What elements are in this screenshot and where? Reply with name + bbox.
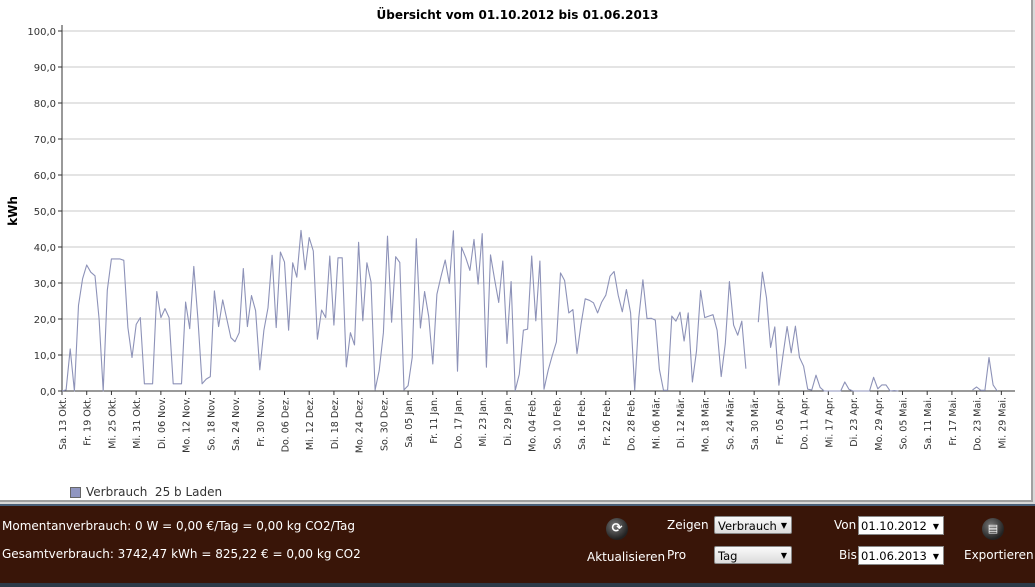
x-tick-label: So. 18 Nov. bbox=[206, 397, 217, 451]
series-line-verbrauch bbox=[61, 229, 998, 392]
x-tick-label: Mo. 29 Apr. bbox=[874, 397, 885, 451]
y-tick-label: 20,0 bbox=[34, 315, 56, 326]
x-tick-label: Mi. 29 Mai. bbox=[997, 397, 1008, 449]
chevron-down-icon: ▼ bbox=[780, 551, 787, 560]
line-chart: 0,0 10,0 20,0 30,0 40,0 50,0 60,0 70,0 80,0 90,0 1… bbox=[27, 25, 1015, 453]
bis-label: Bis bbox=[839, 548, 857, 562]
x-tick-label: Sa. 30 Mär. bbox=[750, 397, 761, 450]
x-tick-label: Fr. 22 Feb. bbox=[602, 397, 613, 446]
y-tick-label: 0,0 bbox=[40, 387, 56, 398]
pro-select[interactable]: Tag ▼ bbox=[714, 546, 792, 564]
total-consumption-text: Gesamtverbrauch: 3742,47 kWh = 825,22 € … bbox=[2, 547, 361, 561]
x-tick-label: So. 24 Mär. bbox=[725, 397, 736, 450]
x-tick-label: Fr. 17 Mai. bbox=[948, 397, 959, 446]
x-tick-label: Do. 28 Feb. bbox=[627, 397, 638, 451]
x-tick-label: Do. 17 Jan. bbox=[454, 397, 465, 449]
x-tick-label: So. 10 Feb. bbox=[552, 397, 563, 450]
x-tick-label: Fr. 05 Apr. bbox=[775, 397, 786, 445]
x-tick-label: So. 05 Mai. bbox=[898, 397, 909, 450]
chevron-down-icon: ▼ bbox=[932, 552, 939, 561]
x-tick-label: So. 30 Dez. bbox=[379, 397, 390, 451]
x-tick-label: Fr. 11 Jan. bbox=[429, 397, 440, 444]
x-tick-label: Mi. 12 Dez. bbox=[305, 397, 316, 450]
export-document-icon[interactable]: ▤ bbox=[982, 518, 1004, 540]
chart-title: Übersicht vom 01.10.2012 bis 01.06.2013 bbox=[376, 8, 659, 22]
zeigen-select[interactable]: Verbrauch ▼ bbox=[714, 516, 792, 534]
current-consumption-text: Momentanverbrauch: 0 W = 0,00 €/Tag = 0,… bbox=[2, 519, 355, 533]
x-tick-label: Sa. 16 Feb. bbox=[577, 397, 588, 450]
y-tick-label: 40,0 bbox=[34, 243, 56, 254]
x-tick-label: Di. 12 Mär. bbox=[676, 397, 687, 448]
x-tick-label: Mi. 06 Mär. bbox=[651, 397, 662, 449]
zeigen-select-value: Verbrauch bbox=[718, 519, 777, 533]
legend-swatch bbox=[70, 486, 81, 498]
chart-panel: Übersicht vom 01.10.2012 bis 01.06.2013 … bbox=[0, 0, 1033, 502]
x-tick-label: Mi. 17 Apr. bbox=[824, 397, 835, 448]
x-tick-label: Do. 06 Dez. bbox=[280, 397, 291, 452]
x-tick-label: Di. 23 Apr. bbox=[849, 397, 860, 447]
zeigen-label: Zeigen bbox=[667, 518, 709, 532]
x-tick-label: Do. 11 Apr. bbox=[800, 397, 811, 450]
y-tick-label: 50,0 bbox=[34, 207, 56, 218]
legend-label: Verbrauch 25 b Laden bbox=[86, 485, 223, 499]
refresh-button-label[interactable]: Aktualisieren bbox=[587, 550, 666, 564]
refresh-icon[interactable]: ⟳ bbox=[606, 518, 628, 540]
x-tick-label: Di. 18 Dez. bbox=[330, 397, 341, 449]
export-button-label[interactable]: Exportieren bbox=[964, 548, 1034, 562]
x-tick-label: Sa. 13 Okt. bbox=[58, 397, 69, 450]
pro-select-value: Tag bbox=[718, 549, 738, 563]
x-tick-label: Mi. 23 Jan. bbox=[478, 397, 489, 447]
y-tick-label: 90,0 bbox=[34, 63, 56, 74]
x-tick-label: Mi. 25 Okt. bbox=[107, 397, 118, 449]
y-tick-label: 10,0 bbox=[34, 351, 56, 362]
chevron-down-icon: ▼ bbox=[932, 522, 939, 531]
von-date-picker[interactable]: 01.10.2012 ▼ bbox=[858, 516, 944, 535]
y-tick-label: 80,0 bbox=[34, 99, 56, 110]
x-tick-label: Mo. 18 Mär. bbox=[701, 397, 712, 452]
y-tick-label: 30,0 bbox=[34, 279, 56, 290]
x-tick-label: Fr. 19 Okt. bbox=[83, 397, 94, 446]
y-tick-label: 70,0 bbox=[34, 135, 56, 146]
control-panel: Momentanverbrauch: 0 W = 0,00 €/Tag = 0,… bbox=[0, 504, 1035, 587]
y-tick-label: 100,0 bbox=[27, 27, 56, 38]
y-tick-label: 60,0 bbox=[34, 171, 56, 182]
x-tick-label: Mi. 31 Okt. bbox=[132, 397, 143, 449]
x-tick-label: Di. 06 Nov. bbox=[157, 397, 168, 449]
x-tick-label: Sa. 11 Mai. bbox=[923, 397, 934, 450]
legend: Verbrauch 25 b Laden bbox=[70, 485, 222, 499]
x-tick-label: Sa. 05 Jan. bbox=[404, 397, 415, 448]
bis-date-picker[interactable]: 01.06.2013 ▼ bbox=[858, 546, 944, 565]
x-tick-label: Fr. 30 Nov. bbox=[256, 397, 267, 447]
x-tick-label: Mo. 12 Nov. bbox=[182, 397, 193, 453]
x-tick-label: Do. 23 Mai. bbox=[973, 397, 984, 451]
von-date-value: 01.10.2012 bbox=[861, 519, 927, 533]
x-tick-label: Mo. 24 Dez. bbox=[355, 397, 366, 453]
x-tick-label: Di. 29 Jan. bbox=[503, 397, 514, 446]
chevron-down-icon: ▼ bbox=[780, 521, 787, 530]
bis-date-value: 01.06.2013 bbox=[861, 549, 927, 563]
pro-label: Pro bbox=[667, 548, 687, 562]
x-tick-label: Sa. 24 Nov. bbox=[231, 397, 242, 451]
von-label: Von bbox=[834, 518, 857, 532]
x-tick-label: Mo. 04 Feb. bbox=[528, 397, 539, 452]
